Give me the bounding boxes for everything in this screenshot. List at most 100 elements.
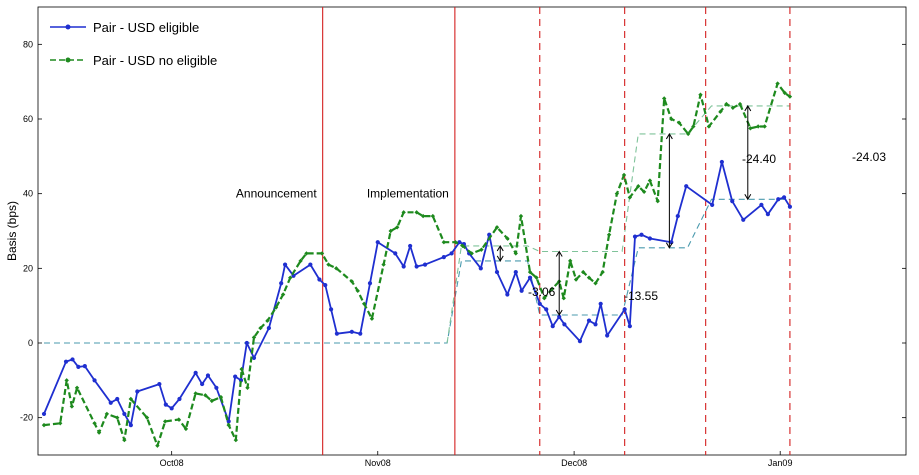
point-no-eligible xyxy=(782,90,787,96)
point-no-eligible xyxy=(685,131,691,137)
point-eligible xyxy=(334,331,340,336)
point-no-eligible xyxy=(636,184,641,189)
point-no-eligible xyxy=(64,378,69,383)
point-no-eligible xyxy=(568,258,573,264)
point-eligible xyxy=(115,396,120,402)
point-no-eligible xyxy=(41,422,47,428)
point-no-eligible xyxy=(162,419,168,424)
legend-label-no-eligible: Pair - USD no eligible xyxy=(93,53,217,68)
point-eligible xyxy=(122,411,127,417)
point-eligible xyxy=(562,322,567,327)
point-no-eligible xyxy=(288,275,293,280)
point-no-eligible xyxy=(349,279,355,284)
point-no-eligible xyxy=(92,421,97,426)
point-no-eligible xyxy=(193,391,198,396)
point-no-eligible xyxy=(593,281,598,286)
point-no-eligible xyxy=(304,251,309,256)
event-label: Implementation xyxy=(367,187,449,201)
point-no-eligible xyxy=(265,318,270,323)
point-no-eligible xyxy=(573,277,579,282)
point-eligible xyxy=(537,301,542,306)
point-no-eligible xyxy=(233,437,239,443)
point-no-eligible xyxy=(176,417,181,422)
point-no-eligible xyxy=(641,189,647,194)
point-no-eligible xyxy=(96,430,102,435)
point-eligible xyxy=(684,184,689,189)
point-eligible xyxy=(422,262,428,267)
point-no-eligible xyxy=(706,124,712,129)
point-no-eligible xyxy=(469,251,474,256)
gap-label: -24.40 xyxy=(742,152,776,166)
point-eligible xyxy=(63,359,69,364)
gap-arrowhead-top xyxy=(665,132,673,140)
point-eligible xyxy=(622,307,627,312)
point-eligible xyxy=(759,202,764,207)
x-tick-labels: Oct08 Nov08 Dec08 Jan09 xyxy=(160,458,793,468)
point-eligible xyxy=(375,240,380,245)
point-no-eligible xyxy=(737,101,743,107)
point-no-eligible xyxy=(718,109,723,114)
point-eligible xyxy=(710,202,715,207)
point-no-eligible xyxy=(600,269,605,275)
plot-area xyxy=(37,6,907,456)
point-eligible xyxy=(449,251,454,256)
point-eligible xyxy=(598,301,603,306)
point-no-eligible xyxy=(58,421,63,426)
gap-arrowhead-top xyxy=(555,250,563,257)
y-tick-label: -20 xyxy=(20,413,33,423)
point-eligible xyxy=(226,419,231,424)
axis-ticks xyxy=(38,43,906,455)
point-eligible xyxy=(135,389,140,394)
point-no-eligible xyxy=(730,105,736,110)
point-eligible xyxy=(414,264,419,269)
point-eligible xyxy=(251,355,257,361)
point-no-eligible xyxy=(748,126,753,131)
point-no-eligible xyxy=(647,178,653,183)
point-eligible xyxy=(513,269,518,275)
point-eligible xyxy=(441,255,446,260)
point-eligible xyxy=(92,378,97,383)
point-eligible xyxy=(367,281,373,286)
point-no-eligible xyxy=(239,366,244,372)
point-no-eligible xyxy=(355,288,360,293)
point-no-eligible xyxy=(691,124,696,129)
y-tick-label: 60 xyxy=(23,114,33,124)
point-eligible xyxy=(593,322,598,327)
point-eligible xyxy=(586,318,592,323)
point-eligible xyxy=(308,262,313,267)
point-eligible xyxy=(41,411,47,417)
point-no-eligible xyxy=(580,269,586,275)
point-eligible xyxy=(550,324,555,329)
point-no-eligible xyxy=(334,266,339,271)
point-eligible xyxy=(177,396,182,402)
point-no-eligible xyxy=(518,213,524,219)
point-eligible xyxy=(478,266,483,271)
point-no-eligible xyxy=(69,404,75,409)
point-no-eligible xyxy=(669,116,674,122)
point-eligible xyxy=(108,400,113,405)
y-tick-label: 40 xyxy=(23,189,33,199)
point-no-eligible xyxy=(245,385,250,390)
point-eligible xyxy=(157,381,162,387)
point-no-eligible xyxy=(453,240,458,245)
point-no-eligible xyxy=(420,213,426,219)
point-eligible xyxy=(349,329,354,334)
point-eligible xyxy=(741,217,746,222)
point-eligible xyxy=(719,159,724,165)
point-no-eligible xyxy=(414,210,419,215)
point-no-eligible xyxy=(724,101,729,107)
point-eligible xyxy=(193,370,198,375)
legend-marker-eligible xyxy=(65,24,71,30)
point-eligible xyxy=(82,364,87,369)
x-tick-label: Dec08 xyxy=(561,458,587,468)
point-no-eligible xyxy=(586,275,592,280)
point-eligible xyxy=(214,385,219,390)
point-no-eligible xyxy=(549,286,555,292)
point-eligible xyxy=(519,288,524,293)
gap-arrowhead-top xyxy=(744,104,752,112)
point-no-eligible xyxy=(494,225,500,230)
point-eligible xyxy=(527,275,533,280)
point-no-eligible xyxy=(479,247,484,252)
point-no-eligible xyxy=(319,251,325,256)
point-no-eligible xyxy=(401,210,406,215)
